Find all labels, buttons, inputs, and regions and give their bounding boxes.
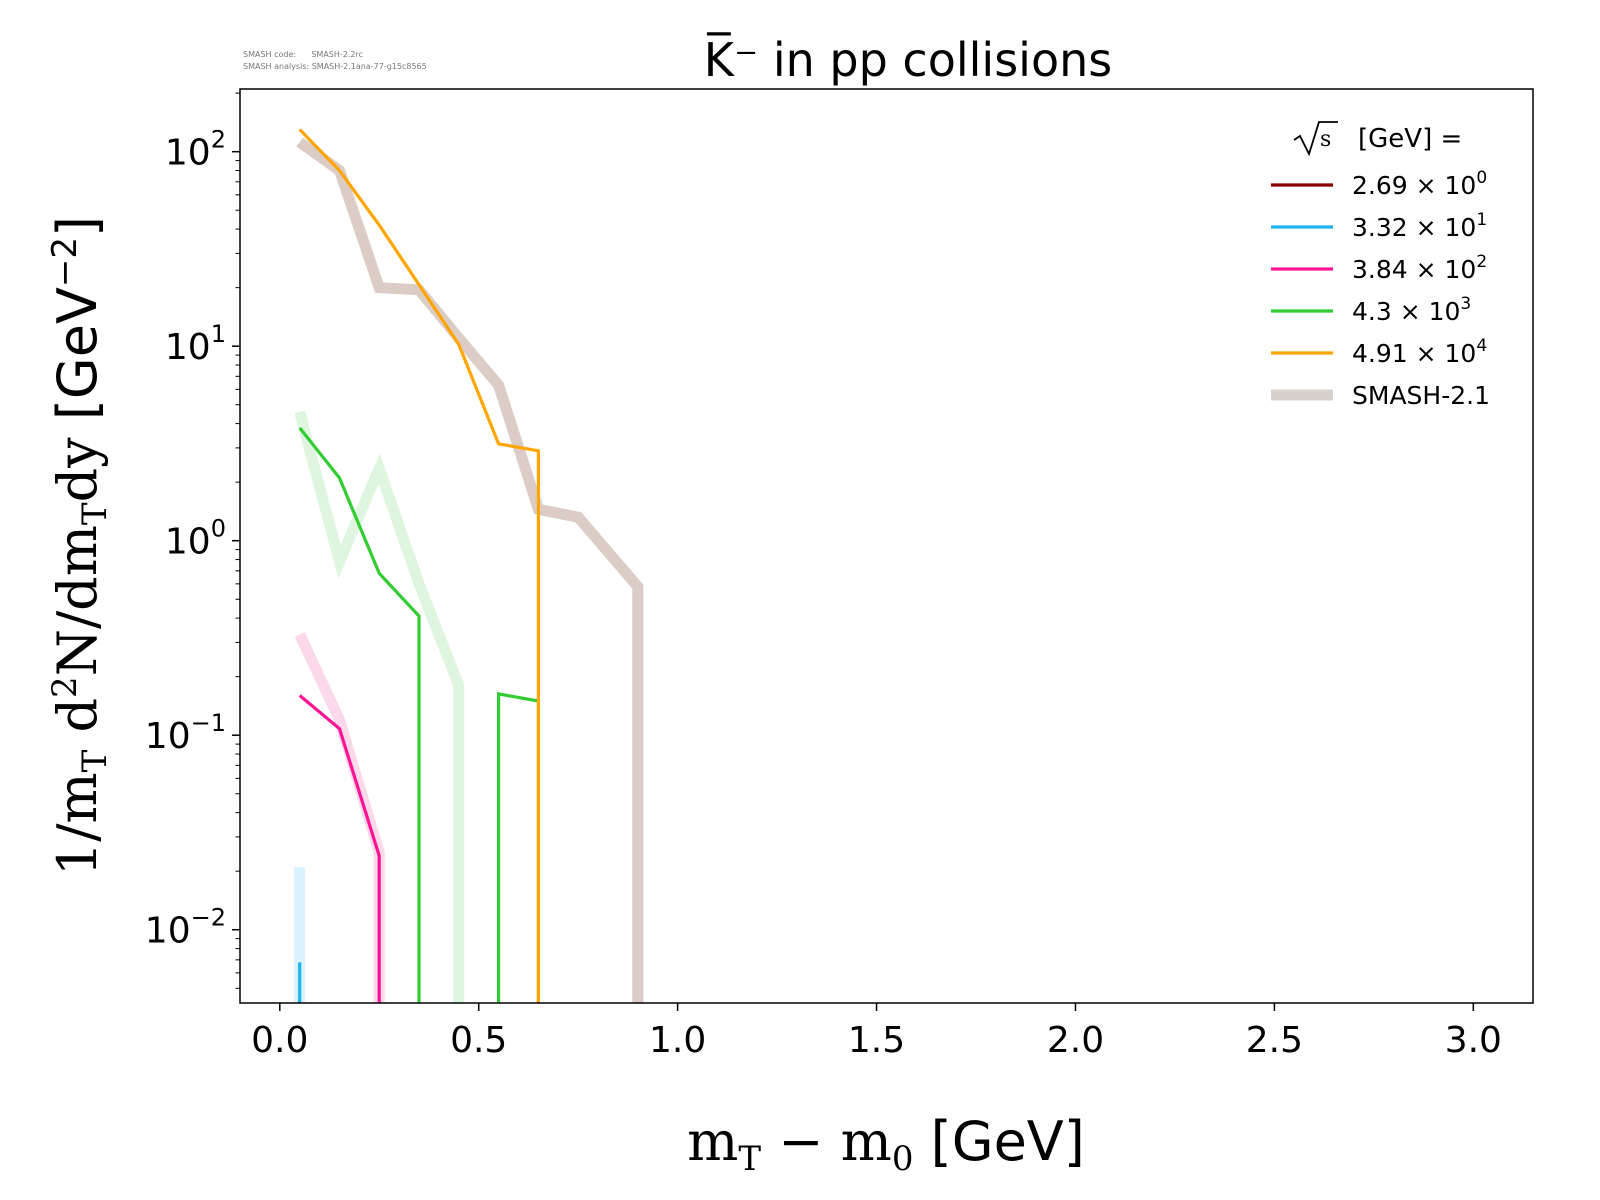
smash-version-watermark: SMASH code: SMASH-2.2rc SMASH analysis: …	[243, 50, 427, 71]
y-tick-base: 10	[145, 716, 191, 757]
legend-exponent: 0	[1476, 168, 1487, 188]
x-tick-label: 2.0	[1047, 1020, 1104, 1061]
y-tick-exponent: 2	[211, 126, 226, 154]
legend-entry: 4.91 × 104	[1271, 336, 1487, 368]
y-tick-base: 10	[145, 911, 191, 952]
x-tick-label: 3.0	[1445, 1020, 1502, 1061]
legend-times-ten: × 10	[1408, 213, 1477, 242]
legend-title-unit: [GeV] =	[1358, 124, 1462, 154]
legend-label: 4.91 × 104	[1352, 336, 1487, 368]
y-tick-label: 102	[165, 126, 226, 174]
y-tick-label: 10−2	[145, 904, 226, 952]
x-tick-label: 0.5	[450, 1020, 507, 1061]
watermark-line-1: SMASH code: SMASH-2.2rc	[243, 50, 363, 59]
legend-exponent: 2	[1476, 252, 1487, 272]
legend-title-sqrt-s: s	[1320, 127, 1331, 152]
chart-title: K̅⁻ in pp collisions	[704, 32, 1112, 87]
legend-label: 3.84 × 102	[1352, 252, 1487, 284]
legend-label: 4.3 × 103	[1352, 294, 1471, 326]
legend-mantissa: 3.32	[1352, 213, 1408, 242]
series-layer	[294, 128, 644, 1003]
legend-label: 3.32 × 101	[1352, 210, 1487, 242]
legend-mantissa: 4.3	[1352, 297, 1392, 326]
y-tick-exponent: −2	[191, 904, 226, 932]
x-tick-label: 0.0	[251, 1020, 308, 1061]
legend-exponent: 4	[1476, 336, 1487, 356]
series-line-6	[298, 694, 381, 1003]
legend-times-ten: × 10	[1408, 339, 1477, 368]
legend-label: SMASH-2.1	[1352, 381, 1490, 410]
y-tick-label: 100	[165, 515, 226, 563]
legend-exponent: 1	[1476, 210, 1487, 230]
y-tick-label: 101	[165, 320, 226, 368]
x-axis-label: mT − m0 [GeV]	[687, 1110, 1085, 1179]
legend-mantissa: 3.84	[1352, 255, 1408, 284]
y-tick-base: 10	[165, 133, 211, 174]
y-tick-label: 10−1	[145, 709, 226, 757]
y-tick-base: 10	[165, 327, 211, 368]
legend-title: s [GeV] =	[1293, 121, 1462, 157]
legend-entry: SMASH-2.1	[1271, 381, 1490, 410]
legend-entry: 4.3 × 103	[1271, 294, 1471, 326]
sqrt-radical-icon	[1293, 121, 1338, 157]
legend-times-ten: × 10	[1392, 297, 1461, 326]
x-tick-label: 2.5	[1246, 1020, 1303, 1061]
watermark-line-2: SMASH analysis: SMASH-2.1ana-77-g15c8565	[243, 62, 427, 71]
x-tick-label: 1.5	[848, 1020, 905, 1061]
legend-exponent: 3	[1460, 294, 1471, 314]
legend-mantissa: 4.91	[1352, 339, 1408, 368]
series-line-9	[298, 128, 541, 1003]
legend-times-ten: × 10	[1408, 255, 1477, 284]
y-axis-label: 1/mT d2N/dmTdy [GeV−2]	[45, 216, 115, 876]
y-tick-exponent: −1	[191, 709, 226, 737]
legend-mantissa: 2.69	[1352, 171, 1408, 200]
legend-label: 2.69 × 100	[1352, 168, 1487, 200]
legend-entry: 3.84 × 102	[1271, 252, 1487, 284]
y-tick-base: 10	[165, 522, 211, 563]
plot-area-frame	[239, 88, 1534, 1004]
legend-entry: 2.69 × 100	[1271, 168, 1487, 200]
x-tick-label: 1.0	[649, 1020, 706, 1061]
legend-entry: 3.32 × 101	[1271, 210, 1487, 242]
y-tick-exponent: 0	[211, 515, 226, 543]
series-line-7	[298, 426, 421, 1003]
series-line-8	[497, 691, 541, 1003]
x-axis-ticks: 0.0 0.5 1.0 1.5 2.0 2.5 3.0	[251, 1003, 1502, 1061]
legend-times-ten: × 10	[1408, 171, 1477, 200]
series-line-4	[296, 137, 644, 1003]
y-tick-exponent: 1	[211, 320, 226, 348]
series-line-3	[294, 410, 465, 1003]
